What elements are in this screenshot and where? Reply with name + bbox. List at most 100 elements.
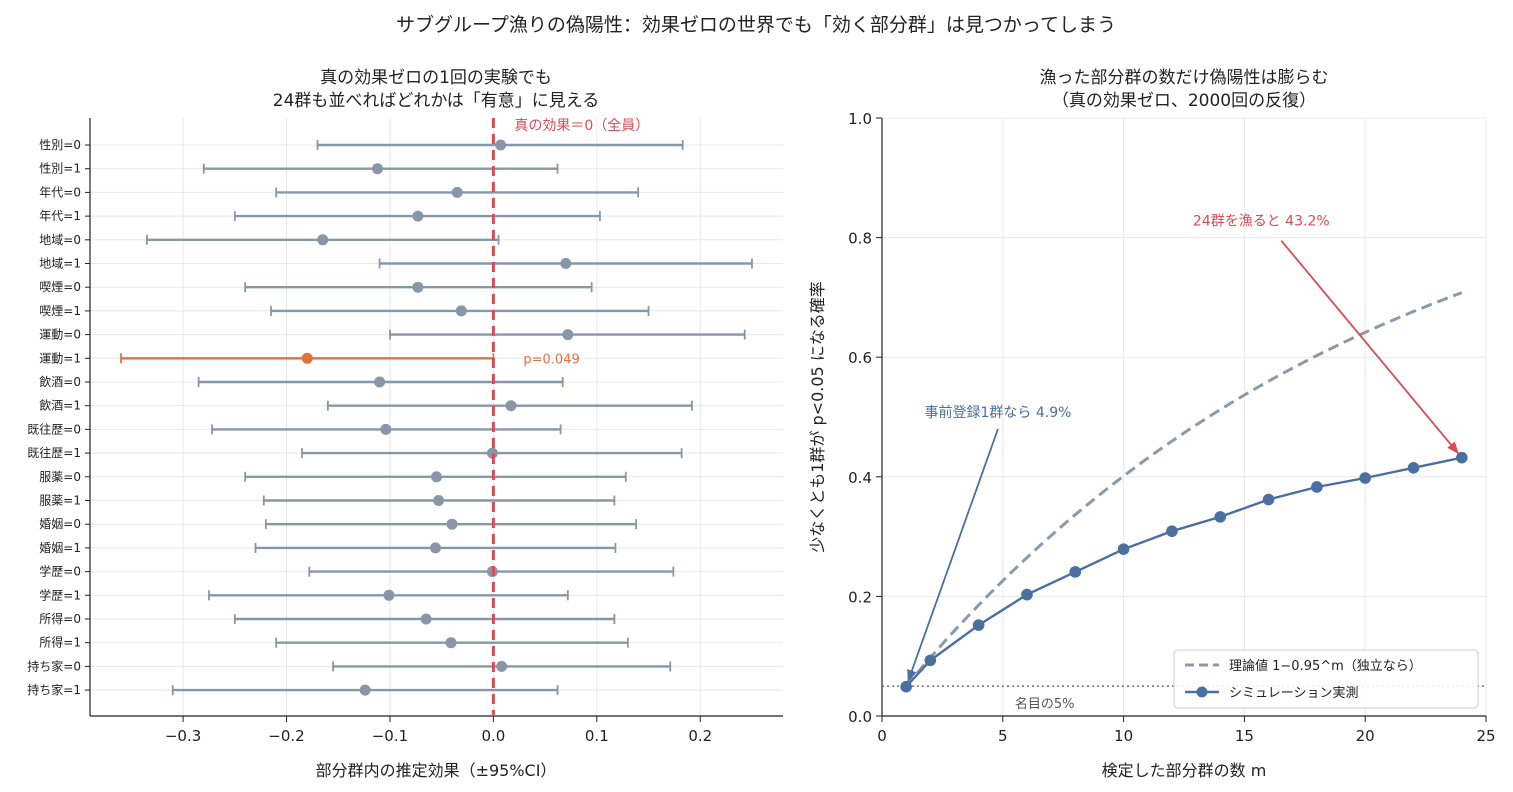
point-estimate-marker — [420, 613, 432, 625]
forest-plot-x-tick-label: 0.0 — [481, 727, 505, 745]
annotation-preregistered-label: 事前登録1群なら 4.9% — [924, 404, 1071, 421]
forest-plot-x-axis-label: 部分群内の推定効果（±95%CI） — [316, 761, 557, 780]
point-estimate-marker — [380, 423, 392, 435]
false-positive-rate-panel: 漁った部分群の数だけ偽陽性は膨らむ （真の効果ゼロ、2000回の反復） 0 5 10… — [808, 68, 1496, 780]
forest-plot-row-label: 既往歴=0 — [27, 421, 81, 436]
true-effect-zero-label: 真の効果＝0（全員） — [514, 117, 649, 134]
point-estimate-marker — [505, 400, 517, 412]
forest-plot-title-line1: 真の効果ゼロの1回の実験でも — [320, 68, 552, 88]
fp-rate-y-axis-label: 少なくとも1群が p<0.05 になる確率 — [808, 281, 827, 553]
simulation-data-point — [1407, 462, 1420, 474]
forest-plot-row-label: 持ち家=0 — [27, 658, 81, 673]
forest-plot-row-label: 喫煙=1 — [39, 304, 81, 318]
forest-plot-row-label: 性別=0 — [39, 138, 81, 152]
point-estimate-marker — [562, 329, 574, 341]
point-estimate-marker — [374, 376, 386, 388]
fp-rate-x-tick-label: 10 — [1114, 727, 1133, 745]
point-estimate-marker — [433, 495, 445, 506]
point-estimate-marker — [445, 637, 457, 649]
forest-plot-row-label: 学歴=1 — [39, 587, 81, 602]
annotation-24-groups-label: 24群を漁ると 43.2% — [1193, 214, 1330, 230]
fp-rate-y-tick-label: 0.2 — [848, 588, 872, 606]
legend-theory-label: 理論値 1−0.95^m（独立なら） — [1229, 658, 1422, 674]
forest-plot-row-label: 年代=1 — [39, 209, 81, 223]
forest-plot-row-label: 服薬=1 — [39, 494, 81, 508]
forest-plot-row-label: 婚姻=0 — [39, 516, 81, 531]
fp-rate-x-ticks: 0 5 10 15 20 25 — [877, 716, 1496, 745]
fp-rate-x-axis-label: 検定した部分群の数 m — [1102, 761, 1267, 780]
legend-simulation-marker — [1196, 686, 1208, 698]
forest-plot-row-label: 飲酒=1 — [39, 398, 81, 413]
forest-plot-axes — [89, 118, 783, 717]
point-estimate-marker — [451, 186, 463, 198]
fp-rate-x-tick-label: 25 — [1476, 727, 1495, 745]
figure-suptitle: サブグループ漁りの偽陽性：効果ゼロの世界でも「効く部分群」は見つかってしまう — [396, 13, 1116, 36]
forest-plot-x-tick-label: −0.2 — [268, 727, 304, 745]
point-estimate-marker — [486, 447, 498, 459]
forest-plot-row-label: 性別=1 — [39, 162, 81, 176]
forest-plot-row-label: 運動=1 — [39, 351, 81, 365]
forest-plot-title-line2: 24群も並べればどれかは「有意」に見える — [273, 91, 599, 111]
point-estimate-marker — [495, 139, 507, 151]
forest-plot-row-label: 所得=1 — [39, 635, 81, 650]
point-estimate-marker — [317, 234, 329, 246]
forest-plot-row-label: 地域=1 — [39, 257, 81, 271]
simulation-data-point — [1311, 481, 1323, 493]
forest-plot-row-label: 婚姻=1 — [39, 540, 81, 555]
forest-plot-row-label: 所得=0 — [39, 611, 81, 626]
fp-rate-y-ticks: 0.0 0.2 0.4 0.6 0.8 1.0 — [848, 110, 882, 726]
forest-plot-row-label: 持ち家=1 — [27, 682, 81, 697]
fp-rate-annotations: 24群を漁ると 43.2% 事前登録1群なら 4.9% — [907, 214, 1459, 682]
point-estimate-marker — [412, 281, 424, 293]
theory-series-line — [905, 291, 1463, 688]
fp-rate-title-line2: （真の効果ゼロ、2000回の反復） — [1052, 91, 1316, 111]
forest-plot-x-tick-label: 0.2 — [688, 727, 712, 745]
fp-rate-x-tick-label: 20 — [1356, 727, 1375, 745]
forest-plot-x-tick-label: −0.1 — [372, 727, 408, 745]
simulation-data-point — [1021, 588, 1033, 601]
forest-plot-row-label: 服薬=0 — [39, 470, 81, 484]
forest-plot-row-label: 喫煙=0 — [39, 280, 81, 294]
forest-plot-intervals — [120, 139, 753, 696]
forest-plot-panel: 真の効果ゼロの1回の実験でも 24群も並べればどれかは「有意」に見える −0.3… — [27, 68, 783, 780]
forest-plot-row-labels: 性別=0 性別=1 年代=0 年代=1 地域=0 地域=1 喫煙=0 喫煙=1 運動=0 運動=1… — [27, 138, 90, 697]
fp-rate-y-tick-label: 1.0 — [848, 110, 872, 128]
legend-simulation-label: シミュレーション実測 — [1229, 685, 1358, 701]
point-estimate-marker — [446, 518, 458, 530]
fp-rate-legend: 理論値 1−0.95^m（独立なら） シミュレーション実測 — [1173, 649, 1479, 709]
point-estimate-marker — [560, 258, 572, 269]
fp-rate-y-tick-label: 0.4 — [848, 469, 872, 487]
forest-plot-row-label: 年代=0 — [39, 185, 81, 199]
simulation-data-point — [1069, 566, 1082, 578]
point-estimate-marker — [455, 305, 467, 317]
simulation-data-point — [1262, 493, 1275, 506]
legend-box — [1173, 649, 1479, 709]
point-estimate-marker — [496, 660, 508, 672]
forest-plot-row-label: 地域=0 — [39, 233, 81, 247]
forest-plot-row-label: 飲酒=0 — [39, 374, 81, 389]
simulation-series-points — [900, 451, 1468, 693]
fp-rate-y-tick-label: 0.8 — [848, 230, 872, 248]
fp-rate-x-tick-label: 15 — [1235, 727, 1254, 745]
simulation-data-point — [972, 619, 985, 631]
fp-rate-title-line1: 漁った部分群の数だけ偽陽性は膨らむ — [1040, 68, 1329, 88]
forest-plot-x-ticks: −0.3 −0.2 −0.1 0.0 0.1 0.2 — [165, 716, 712, 745]
fp-rate-x-tick-label: 0 — [877, 727, 887, 745]
simulation-data-point — [1117, 543, 1130, 555]
point-estimate-marker — [431, 471, 442, 483]
simulation-data-point — [1359, 472, 1371, 484]
point-estimate-marker — [383, 589, 395, 601]
point-estimate-marker — [372, 163, 384, 175]
forest-plot-row-label: 学歴=0 — [39, 564, 81, 579]
simulation-data-point — [1166, 525, 1178, 538]
simulation-data-point — [1214, 511, 1227, 523]
simulation-data-point — [1456, 451, 1468, 464]
forest-plot-grid — [90, 118, 783, 716]
point-estimate-marker — [429, 542, 441, 554]
fp-rate-y-tick-label: 0.6 — [848, 349, 872, 367]
annotation-preregistered-arrow — [907, 428, 999, 682]
simulation-data-point — [924, 654, 937, 667]
forest-plot-row-label: 既往歴=1 — [27, 445, 81, 460]
forest-plot-x-tick-label: 0.1 — [585, 727, 609, 745]
fp-rate-x-tick-label: 5 — [998, 727, 1008, 745]
